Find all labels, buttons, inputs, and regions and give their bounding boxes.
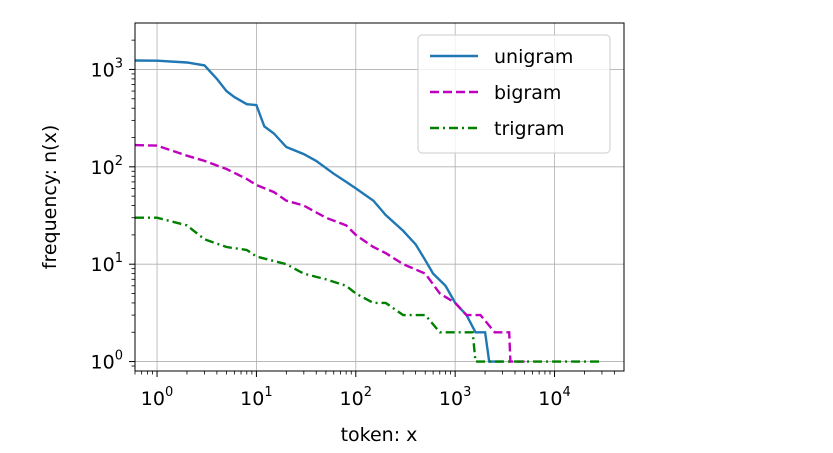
y-tick-label: 100 <box>91 349 123 374</box>
y-tick-label-base: 10 <box>91 59 115 81</box>
legend-label: trigram <box>494 118 565 140</box>
series-line-trigram <box>135 216 602 363</box>
x-tick-label-exponent: 4 <box>562 385 570 400</box>
plot-frame <box>134 22 625 372</box>
y-tick-label: 103 <box>91 56 123 81</box>
legend-label: bigram <box>494 82 561 104</box>
y-tick-label-exponent: 2 <box>115 154 123 169</box>
x-tick-label: 100 <box>141 385 173 410</box>
x-tick-label-exponent: 0 <box>165 385 173 400</box>
y-axis-title: frequency: n(x) <box>39 125 61 269</box>
series-layer <box>134 59 602 363</box>
x-tick-label-base: 10 <box>141 388 165 410</box>
x-tick-label-base: 10 <box>240 388 264 410</box>
x-tick-label-base: 10 <box>538 388 562 410</box>
x-tick-label-exponent: 3 <box>463 385 471 400</box>
y-tick-label-exponent: 1 <box>115 251 123 266</box>
legend: unigram bigram trigram <box>417 34 611 154</box>
x-tick-label-exponent: 1 <box>264 385 272 400</box>
x-tick-label: 101 <box>240 385 272 410</box>
y-tick-label-base: 10 <box>91 352 115 374</box>
legend-label: unigram <box>494 46 573 68</box>
y-tick-label-base: 10 <box>91 254 115 276</box>
x-tick-label: 103 <box>439 385 471 410</box>
y-tick-label-exponent: 3 <box>115 56 123 71</box>
x-tick-label-base: 10 <box>340 388 364 410</box>
y-tick-label: 102 <box>91 154 123 179</box>
x-tick-label-base: 10 <box>439 388 463 410</box>
legend-box <box>417 34 611 154</box>
x-tick-label: 104 <box>538 385 570 410</box>
x-tick-label-exponent: 2 <box>364 385 372 400</box>
y-tick-label-base: 10 <box>91 157 115 179</box>
x-axis-title: token: x <box>341 424 418 446</box>
y-tick-label-exponent: 0 <box>115 349 123 364</box>
y-tick-label: 101 <box>91 251 123 276</box>
x-tick-label: 102 <box>340 385 372 410</box>
series-line-bigram <box>134 143 525 363</box>
